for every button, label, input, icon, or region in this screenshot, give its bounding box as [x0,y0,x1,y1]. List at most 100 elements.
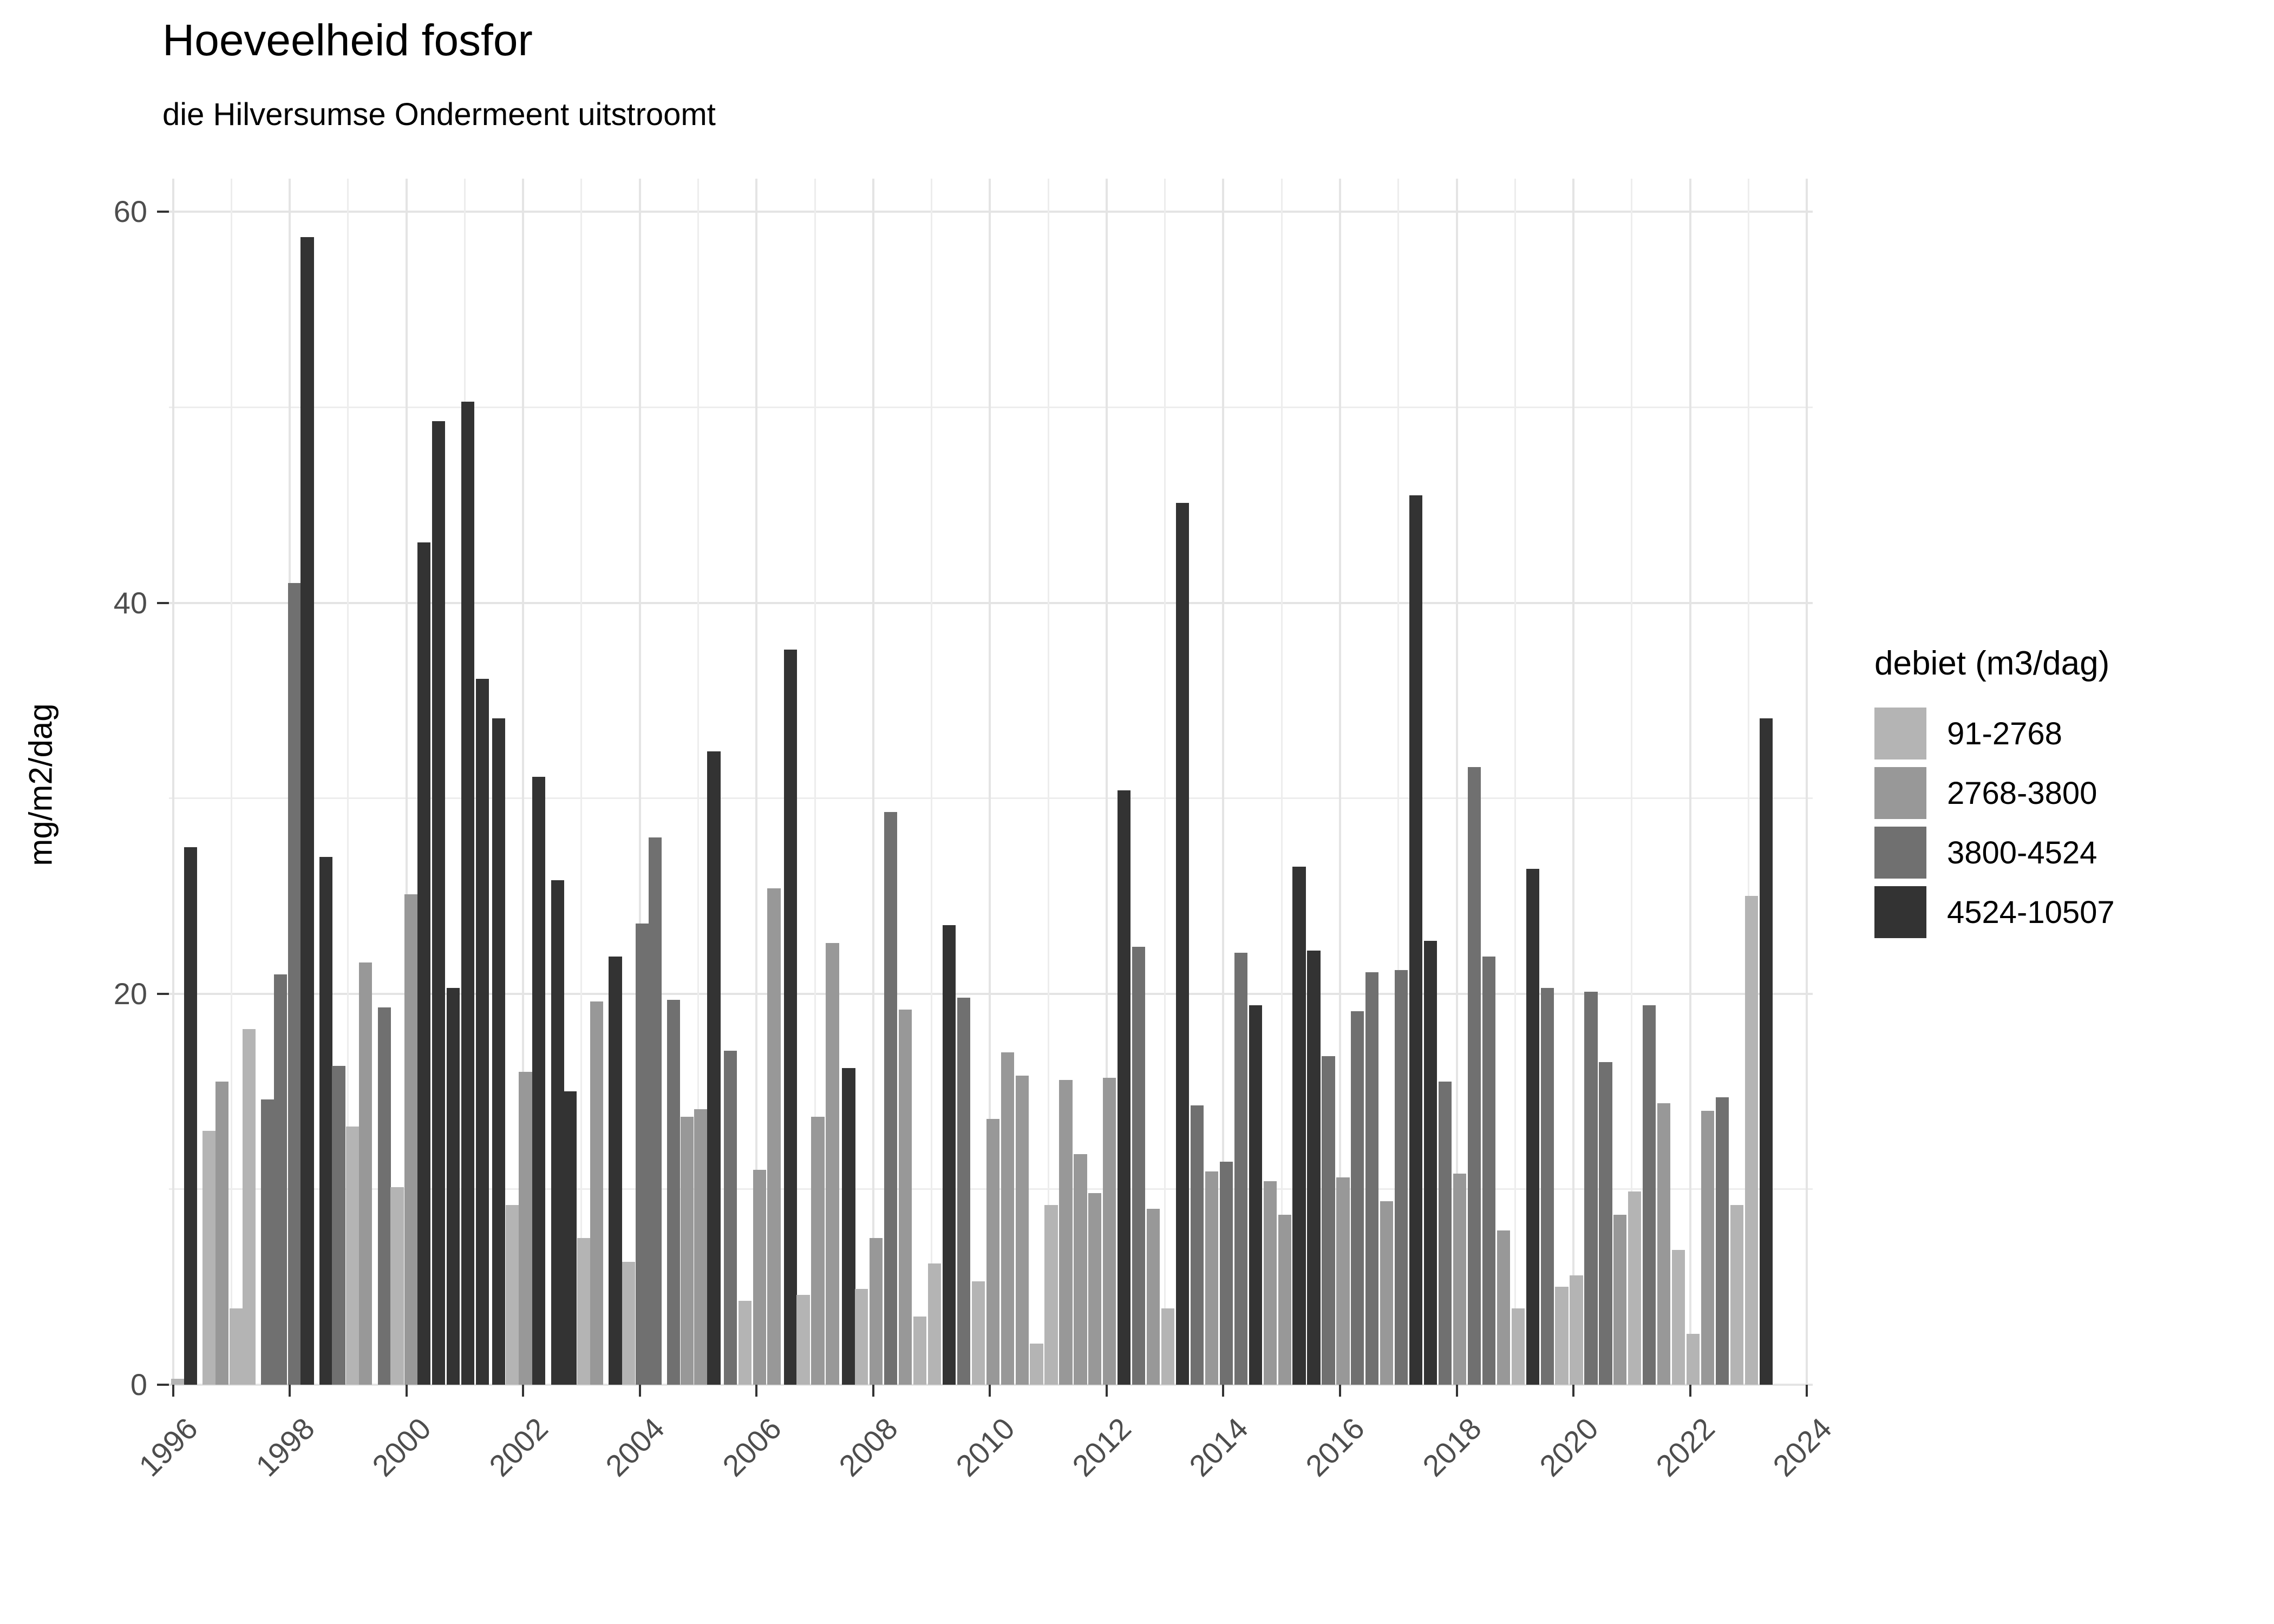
bar [1511,1308,1525,1385]
bar [563,1091,577,1385]
bar [648,837,662,1385]
bar [1292,867,1306,1385]
bar [1730,1204,1743,1385]
x-tick [1689,1385,1691,1397]
v-gridline [1455,179,1458,1385]
bar [1175,503,1190,1385]
x-tick-label: 2004 [599,1411,671,1483]
x-tick [1455,1385,1458,1397]
bar [1351,1011,1364,1385]
v-gridline [1105,179,1108,1385]
bar [1628,1191,1642,1385]
x-tick [1339,1385,1342,1397]
y-tick [157,601,169,604]
bar [957,998,970,1385]
v-gridline [1689,179,1691,1385]
x-tick [638,1385,641,1397]
v-gridline [1631,179,1633,1385]
v-gridline [1222,179,1225,1385]
bar [1074,1154,1087,1385]
legend-title: debiet (m3/dag) [1874,645,2110,682]
x-tick [1222,1385,1225,1397]
bar [319,857,333,1385]
bar [287,583,301,1385]
bar [242,1029,256,1385]
bar [1336,1177,1350,1385]
bar [446,987,460,1385]
y-tick-label: 40 [113,585,147,620]
y-tick [157,211,169,213]
x-tick-label: 2008 [832,1411,905,1483]
y-tick-label: 20 [113,976,147,1011]
bar [738,1300,752,1385]
bar [171,1379,185,1385]
legend-item: 3800-4524 [1874,827,2115,879]
v-gridline [1572,179,1575,1385]
bar [1643,1005,1656,1385]
bar [811,1117,825,1385]
x-tick [405,1385,408,1397]
bar [1584,992,1598,1385]
legend: debiet (m3/dag) 91-2768 2768-3800 3800-452… [1874,644,2115,946]
bar [1030,1344,1043,1385]
bar [796,1294,810,1385]
v-gridline [755,179,758,1385]
v-gridline [697,179,699,1385]
bar [492,718,506,1385]
x-tick-label: 2020 [1532,1411,1605,1483]
legend-swatch [1874,767,1926,819]
bar [723,1050,737,1385]
bar [1744,896,1758,1385]
bar [1482,957,1495,1385]
v-gridline [989,179,991,1385]
bar [1759,718,1773,1385]
bar [1395,970,1408,1385]
v-gridline [1164,179,1166,1385]
bar [461,401,474,1385]
bar [1409,495,1423,1385]
x-tick [1806,1385,1808,1397]
x-tick [755,1385,758,1397]
bar [1671,1249,1685,1385]
v-gridline [1397,179,1400,1385]
bar [551,880,564,1385]
bar [667,999,681,1385]
x-tick-label: 2010 [949,1411,1021,1483]
y-tick [157,992,169,995]
bar [1497,1230,1510,1385]
v-gridline [580,179,583,1385]
y-axis-title: mg/m2/dag [22,703,59,866]
bar [1555,1287,1569,1385]
bar [215,1082,229,1385]
chart-subtitle: die Hilversumse Ondermeent uitstroomt [162,97,716,132]
v-gridline [1047,179,1049,1385]
v-gridline [347,179,349,1385]
bar [1132,947,1146,1385]
bar [417,542,431,1385]
bar [884,811,898,1385]
bar [346,1127,360,1385]
bar [332,1066,345,1385]
bar [927,1263,942,1385]
legend-item-label: 2768-3800 [1947,775,2097,811]
x-tick-label: 2018 [1416,1411,1488,1483]
bar [1365,972,1379,1385]
x-tick [522,1385,525,1397]
x-tick [289,1385,291,1397]
bar [1059,1079,1073,1385]
x-tick [872,1385,874,1397]
legend-item: 4524-10507 [1874,886,2115,938]
v-gridline [1280,179,1283,1385]
bar [1234,952,1247,1385]
y-tick-label: 0 [130,1367,147,1402]
legend-item-label: 3800-4524 [1947,835,2097,870]
bar [590,1001,604,1385]
bar [1613,1214,1627,1385]
bar [1103,1078,1116,1385]
x-tick [1105,1385,1108,1397]
legend-item: 91-2768 [1874,708,2115,759]
x-tick [1572,1385,1575,1397]
bar [913,1316,927,1385]
bar [1453,1174,1467,1385]
